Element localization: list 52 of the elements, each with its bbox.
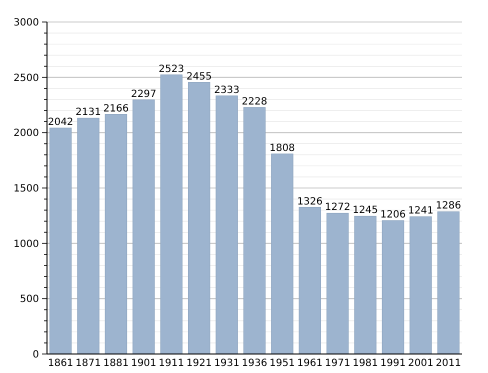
data-label: 2166 — [103, 103, 129, 114]
data-label: 1245 — [352, 205, 378, 216]
bar — [437, 211, 460, 354]
bar — [216, 96, 238, 354]
data-label: 2297 — [130, 88, 156, 100]
bar — [326, 212, 349, 354]
x-tick-label: 1961 — [297, 358, 323, 369]
x-tick-label: 1936 — [242, 358, 268, 369]
y-tick-label: 1500 — [14, 184, 39, 194]
x-tick-label: 1931 — [214, 358, 240, 369]
data-label: 1326 — [297, 196, 323, 208]
data-label: 2333 — [214, 84, 240, 96]
bar — [188, 82, 210, 354]
y-tick-label: 2500 — [14, 72, 39, 84]
y-tick-label: 2000 — [14, 128, 39, 140]
bar — [271, 154, 294, 354]
x-tick-label: 1981 — [352, 358, 378, 369]
bar — [298, 206, 322, 354]
bar — [77, 118, 100, 354]
x-tick-label: 2001 — [408, 358, 434, 369]
bar — [132, 100, 155, 354]
x-tick-label: 1971 — [324, 358, 350, 369]
data-label: 2042 — [48, 117, 74, 128]
bar — [104, 114, 128, 354]
bar — [410, 216, 432, 354]
data-label: 2455 — [186, 71, 212, 82]
data-label: 1206 — [380, 210, 406, 221]
bar — [354, 216, 376, 354]
bar — [49, 128, 72, 354]
bar — [382, 220, 404, 354]
y-tick-label: 500 — [20, 294, 39, 306]
data-label: 2523 — [158, 64, 184, 75]
x-tick-label: 1911 — [158, 358, 184, 369]
y-tick-label: 1000 — [14, 238, 39, 250]
x-tick-label: 1921 — [186, 358, 212, 369]
x-tick-label: 1991 — [380, 358, 406, 369]
data-label: 1286 — [436, 200, 462, 212]
data-label: 1808 — [269, 142, 295, 154]
x-tick-label: 1861 — [48, 358, 74, 369]
x-tick-label: 1901 — [130, 358, 156, 369]
data-label: 2131 — [76, 107, 102, 118]
bar — [243, 107, 266, 354]
x-tick-label: 1871 — [76, 358, 102, 369]
data-label: 1241 — [408, 206, 434, 217]
data-label: 2228 — [242, 96, 268, 108]
x-tick-label: 1951 — [269, 358, 295, 369]
y-tick-label: 3000 — [14, 18, 39, 28]
x-tick-label: 2011 — [436, 358, 462, 369]
data-label: 1272 — [324, 202, 350, 214]
y-tick-label: 0 — [32, 350, 39, 360]
bar — [160, 74, 182, 354]
x-tick-label: 1881 — [103, 358, 129, 369]
